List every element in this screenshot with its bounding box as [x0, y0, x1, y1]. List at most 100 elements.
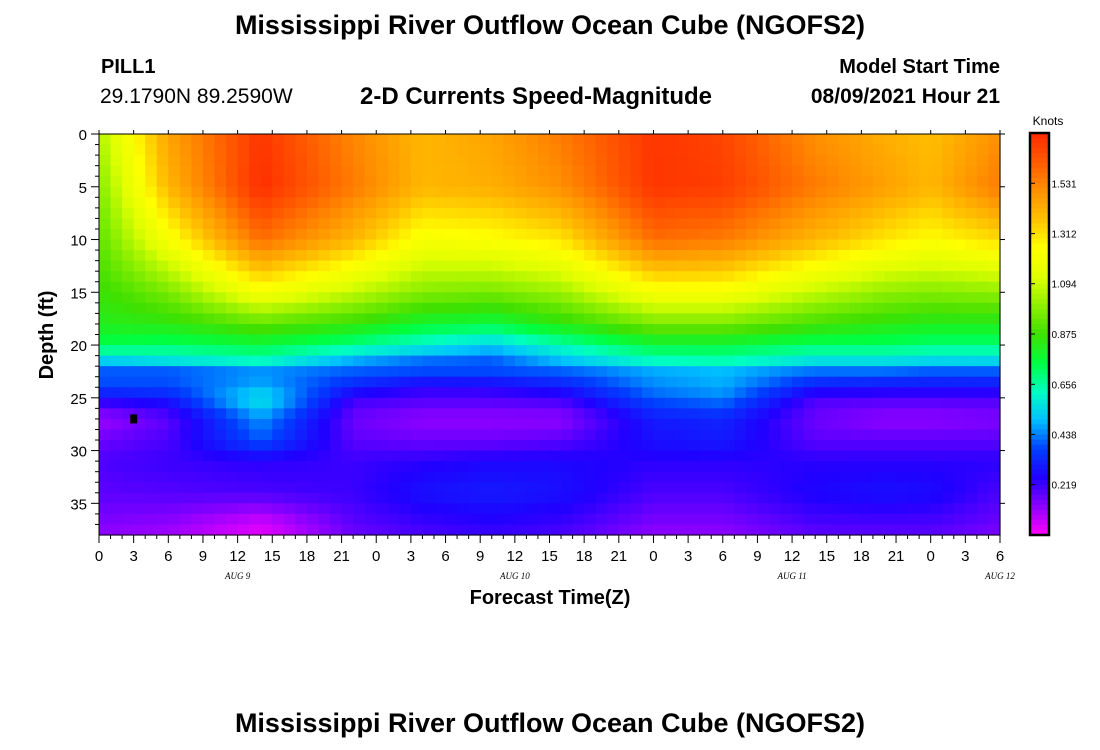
- heatmap-cell: [353, 450, 366, 462]
- heatmap-cell: [145, 397, 158, 409]
- heatmap-cell: [641, 461, 655, 473]
- heatmap-cell: [792, 387, 805, 399]
- heatmap-cell: [722, 524, 735, 536]
- heatmap-cell: [826, 524, 839, 536]
- heatmap-cell: [145, 302, 158, 314]
- heatmap-cell: [584, 260, 597, 272]
- heatmap-cell: [191, 397, 204, 409]
- heatmap-cell: [919, 366, 932, 378]
- heatmap-cell: [318, 134, 331, 146]
- heatmap-cell: [214, 524, 227, 536]
- heatmap-cell: [630, 450, 643, 462]
- heatmap-cell: [722, 207, 735, 220]
- heatmap-cell: [792, 492, 805, 504]
- heatmap-cell: [295, 186, 308, 198]
- heatmap-cell: [665, 260, 678, 272]
- heatmap-cell: [734, 155, 747, 167]
- heatmap-cell: [457, 513, 470, 526]
- heatmap-cell: [942, 239, 955, 251]
- heatmap-cell: [549, 471, 562, 483]
- heatmap-cell: [607, 271, 620, 283]
- heatmap-cell: [907, 397, 920, 409]
- heatmap-cell: [526, 471, 539, 483]
- heatmap-cell: [630, 440, 643, 452]
- heatmap-cell: [815, 134, 828, 146]
- heatmap-cell: [849, 302, 862, 314]
- heatmap-cell: [341, 471, 354, 483]
- heatmap-cell: [445, 134, 458, 146]
- heatmap-cell: [457, 450, 470, 462]
- heatmap-cell: [341, 144, 354, 156]
- heatmap-cell: [306, 207, 320, 220]
- heatmap-cell: [249, 440, 262, 452]
- heatmap-cell: [433, 292, 447, 304]
- heatmap-cell: [237, 334, 250, 346]
- heatmap-cell: [607, 376, 620, 388]
- heatmap-cell: [699, 302, 712, 314]
- heatmap-cell: [514, 408, 527, 420]
- heatmap-cell: [792, 524, 805, 536]
- heatmap-cell: [526, 503, 539, 515]
- heatmap-cell: [826, 176, 839, 188]
- heatmap-cell: [364, 471, 377, 483]
- heatmap-cell: [364, 397, 377, 409]
- heatmap-cell: [572, 440, 585, 452]
- heatmap-cell: [526, 176, 539, 188]
- heatmap-cell: [549, 197, 562, 209]
- heatmap-cell: [607, 207, 620, 220]
- heatmap-cell: [410, 418, 424, 431]
- heatmap-cell: [341, 176, 354, 188]
- heatmap-cell: [722, 176, 735, 188]
- heatmap-cell: [133, 355, 146, 367]
- heatmap-cell: [341, 207, 354, 220]
- heatmap-cell: [410, 239, 424, 251]
- heatmap-cell: [491, 482, 504, 494]
- heatmap-cell: [318, 186, 331, 198]
- colorbar-swatch: [1030, 303, 1049, 310]
- heatmap-cell: [665, 387, 678, 399]
- heatmap-cell: [768, 313, 782, 325]
- heatmap-cell: [202, 250, 216, 262]
- heatmap-cell: [849, 186, 862, 198]
- heatmap-cell: [561, 482, 574, 494]
- heatmap-cell: [942, 155, 955, 167]
- heatmap-cell: [976, 239, 990, 251]
- heatmap-cell: [422, 450, 435, 462]
- heatmap-cell: [364, 144, 377, 156]
- heatmap-cell: [260, 387, 273, 399]
- heatmap-cell: [179, 165, 193, 177]
- heatmap-cell: [283, 440, 296, 452]
- x-tick-label: 21: [333, 548, 350, 565]
- heatmap-cell: [861, 176, 874, 188]
- heatmap-cell: [514, 271, 527, 283]
- heatmap-cell: [376, 313, 389, 325]
- heatmap-cell: [653, 524, 666, 536]
- heatmap-cell: [514, 450, 527, 462]
- heatmap-cell: [237, 250, 250, 262]
- heatmap-cell: [260, 260, 273, 272]
- heatmap-cell: [133, 250, 146, 262]
- heatmap-cell: [953, 461, 966, 473]
- heatmap-cell: [260, 492, 273, 504]
- heatmap-cell: [122, 429, 135, 441]
- heatmap-cell: [838, 429, 851, 441]
- heatmap-cell: [722, 387, 735, 399]
- heatmap-cell: [399, 260, 412, 272]
- heatmap-cell: [676, 366, 689, 378]
- heatmap-cell: [399, 271, 412, 283]
- heatmap-cell: [699, 323, 712, 336]
- heatmap-cell: [399, 218, 412, 230]
- heatmap-cell: [202, 408, 216, 420]
- heatmap-cell: [433, 250, 447, 262]
- heatmap-cell: [145, 429, 158, 441]
- heatmap-cell: [503, 408, 516, 420]
- heatmap-cell: [410, 281, 424, 293]
- heatmap-cell: [942, 503, 955, 515]
- heatmap-cell: [457, 292, 470, 304]
- colorbar-swatch: [1030, 238, 1049, 245]
- station-marker: [130, 414, 138, 424]
- heatmap-cell: [965, 524, 978, 536]
- heatmap-cell: [549, 345, 562, 357]
- heatmap-cell: [110, 345, 123, 357]
- heatmap-cell: [607, 228, 620, 241]
